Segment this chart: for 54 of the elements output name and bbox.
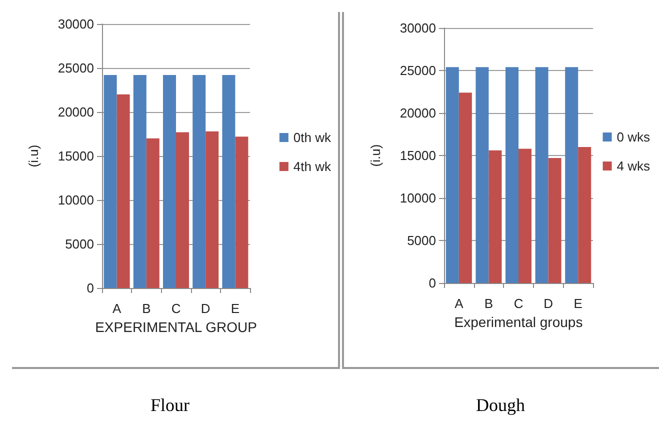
bar — [116, 94, 130, 288]
x-tick-label: E — [574, 296, 583, 311]
bar — [192, 75, 206, 288]
bar — [476, 67, 489, 283]
bar — [488, 150, 502, 283]
y-tick-label: 10000 — [400, 190, 436, 206]
y-tick-label: 25000 — [58, 60, 94, 76]
bar — [133, 75, 146, 288]
x-tick-label: D — [200, 301, 210, 316]
bar — [104, 75, 117, 288]
bar — [565, 67, 578, 283]
x-tick-label: A — [112, 301, 122, 316]
x-tick-label: A — [454, 296, 464, 311]
y-tick-label: 30000 — [58, 16, 94, 32]
bar — [235, 136, 248, 288]
y-tick-label: 0 — [428, 276, 436, 290]
x-tick-label: C — [171, 301, 181, 316]
y-tick-label: 5000 — [65, 236, 94, 252]
bar — [163, 75, 176, 288]
y-tick-label: 25000 — [400, 63, 436, 78]
x-tick-label: C — [514, 296, 524, 311]
bar — [535, 67, 548, 283]
y-axis-title: (i.u) — [26, 144, 41, 168]
bar — [146, 138, 160, 288]
x-axis-title: Experimental groups — [454, 314, 583, 330]
y-tick-label: 20000 — [400, 106, 436, 120]
legend-label: 4 wks — [616, 158, 650, 174]
bar — [206, 131, 219, 288]
bar — [222, 75, 236, 288]
y-axis-title: (i.u) — [368, 144, 383, 167]
bar — [176, 132, 189, 288]
bar — [458, 92, 472, 283]
bar — [578, 147, 592, 283]
legend-label: 4th wk — [293, 159, 332, 174]
x-tick-label: B — [142, 301, 151, 316]
y-tick-label: 10000 — [58, 192, 94, 208]
y-tick-label: 5000 — [407, 233, 436, 248]
y-tick-label: 0 — [86, 280, 94, 296]
y-tick-label: 15000 — [58, 148, 94, 164]
text: Flour — [150, 395, 190, 415]
x-tick-label: E — [230, 301, 240, 316]
y-tick-label: 15000 — [400, 148, 436, 163]
x-tick-label: B — [484, 296, 494, 311]
y-tick-label: 20000 — [58, 104, 94, 120]
bar — [548, 158, 562, 283]
x-axis-title: EXPERIMENTAL GROUP — [95, 319, 257, 335]
bar — [446, 67, 459, 283]
bar — [506, 67, 518, 283]
x-tick-label: D — [544, 296, 553, 311]
legend-label: 0th wk — [293, 130, 332, 145]
bar — [518, 148, 532, 283]
y-tick-label: 30000 — [400, 20, 436, 36]
text: Dough — [476, 395, 525, 415]
legend-label: 0 wks — [616, 130, 650, 144]
